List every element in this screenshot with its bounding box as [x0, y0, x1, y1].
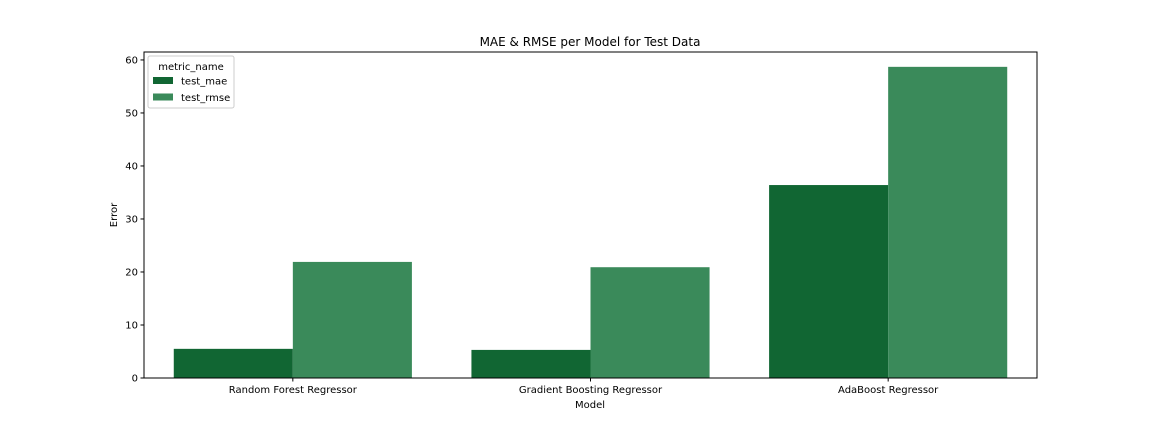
x-tick-label: Gradient Boosting Regressor — [519, 385, 663, 396]
bars — [173, 66, 1008, 378]
y-tick-label: 20 — [125, 267, 138, 278]
bar-test_rmse — [888, 66, 1008, 378]
y-tick-label: 30 — [125, 214, 138, 225]
x-tick-label: Random Forest Regressor — [229, 385, 358, 396]
y-axis-title: Error — [109, 202, 120, 227]
bar-test_rmse — [292, 261, 412, 378]
y-tick-label: 40 — [125, 161, 138, 172]
bar-test_mae — [769, 185, 889, 378]
y-tick-label: 50 — [125, 108, 138, 119]
bar-test_rmse — [590, 267, 710, 378]
x-axis-title: Model — [575, 400, 605, 411]
chart-title: MAE & RMSE per Model for Test Data — [480, 35, 701, 49]
x-axis: Random Forest Regressor Gradient Boosting… — [229, 378, 939, 396]
y-tick-label: 0 — [132, 374, 138, 385]
legend-label-test_mae: test_mae — [181, 77, 227, 88]
legend-swatch-test_rmse — [153, 93, 173, 101]
legend: metric_name test_mae test_rmse — [147, 55, 235, 109]
legend-title: metric_name — [158, 62, 224, 73]
legend-entries: test_mae test_rmse — [153, 77, 230, 104]
legend-label-test_rmse: test_rmse — [181, 93, 230, 104]
y-axis: 0 10 20 30 40 50 60 — [125, 55, 144, 385]
bar-test_mae — [173, 348, 293, 378]
x-tick-label: AdaBoost Regressor — [838, 385, 939, 396]
y-tick-label: 10 — [125, 320, 138, 331]
y-tick-label: 60 — [125, 55, 138, 66]
bar-test_mae — [471, 349, 591, 378]
legend-swatch-test_mae — [153, 77, 173, 84]
